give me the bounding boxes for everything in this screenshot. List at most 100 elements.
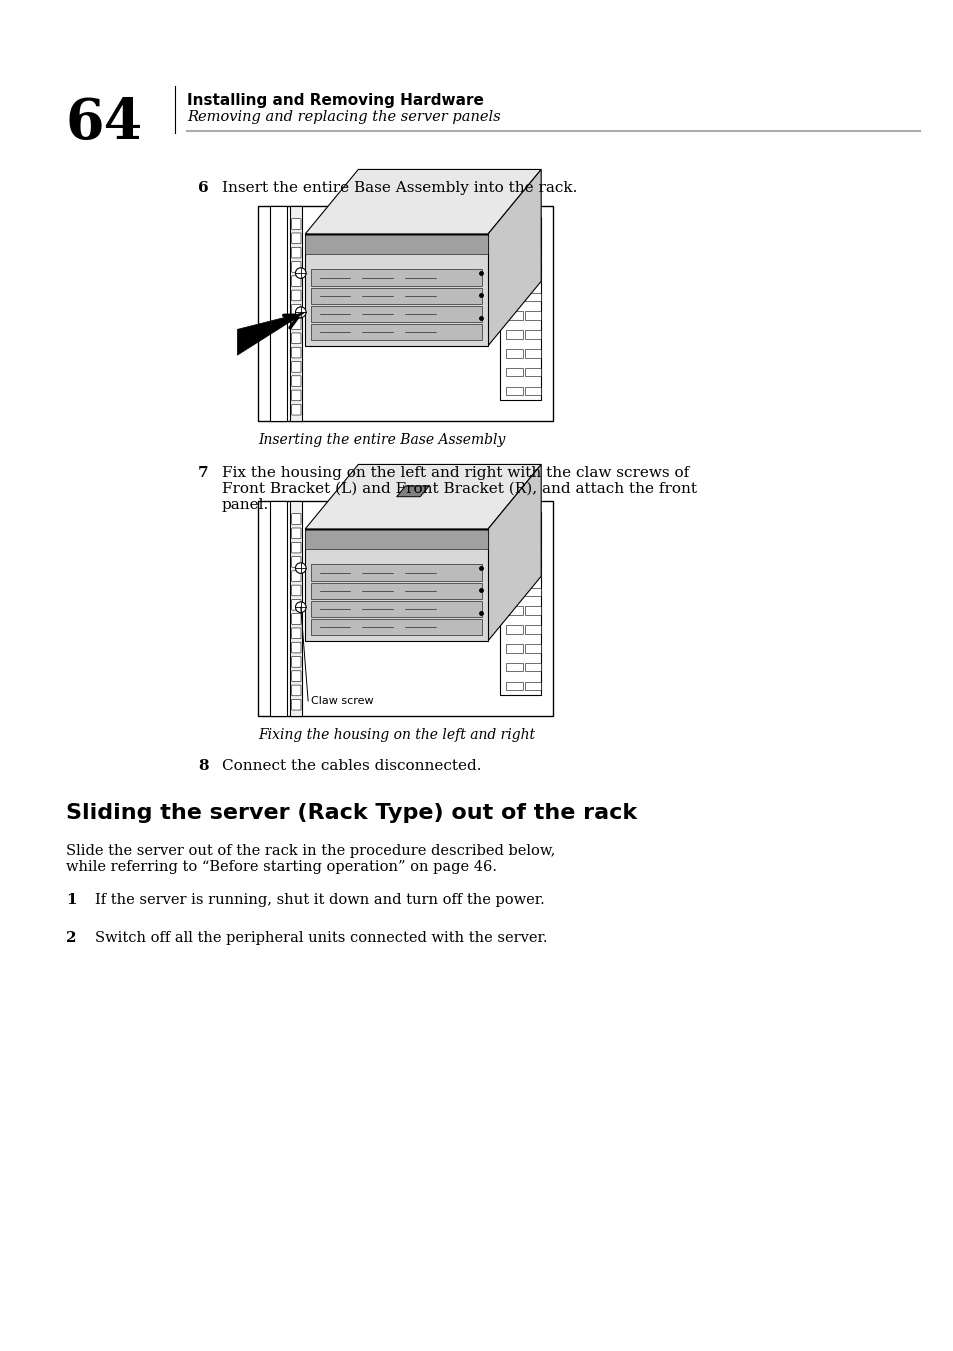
FancyBboxPatch shape — [292, 671, 300, 681]
FancyBboxPatch shape — [292, 247, 300, 258]
Bar — [311, 619, 481, 635]
Text: 2: 2 — [66, 931, 76, 944]
Text: Connect the cables disconnected.: Connect the cables disconnected. — [222, 759, 481, 773]
Bar — [524, 255, 540, 263]
Bar — [311, 288, 481, 304]
Bar — [505, 550, 522, 558]
Bar — [290, 501, 302, 716]
FancyBboxPatch shape — [292, 628, 300, 639]
Bar — [505, 367, 522, 377]
Circle shape — [295, 307, 306, 317]
Bar — [305, 530, 488, 640]
Bar — [311, 565, 481, 581]
Bar — [505, 569, 522, 577]
FancyBboxPatch shape — [292, 376, 300, 386]
FancyBboxPatch shape — [292, 276, 300, 286]
Polygon shape — [488, 465, 540, 640]
Bar — [524, 607, 540, 615]
Bar — [524, 644, 540, 653]
Text: Front Bracket (L) and Front Bracket (R), and attach the front: Front Bracket (L) and Front Bracket (R),… — [222, 482, 697, 496]
Bar — [311, 269, 481, 285]
Bar — [505, 349, 522, 358]
Bar — [270, 205, 287, 422]
Bar — [257, 205, 553, 422]
FancyBboxPatch shape — [292, 571, 300, 581]
Polygon shape — [305, 169, 540, 234]
Bar — [311, 324, 481, 340]
FancyBboxPatch shape — [292, 557, 300, 567]
Text: panel.: panel. — [222, 499, 269, 512]
Bar — [524, 588, 540, 596]
Text: 1: 1 — [66, 893, 76, 907]
Bar — [524, 682, 540, 690]
Bar — [305, 530, 488, 549]
Polygon shape — [488, 169, 540, 346]
Polygon shape — [305, 465, 540, 530]
Bar — [305, 235, 488, 254]
FancyBboxPatch shape — [292, 404, 300, 415]
Bar — [524, 274, 540, 282]
Bar — [524, 386, 540, 396]
FancyBboxPatch shape — [292, 232, 300, 243]
Text: Inserting the entire Base Assembly: Inserting the entire Base Assembly — [257, 434, 505, 447]
Bar — [524, 293, 540, 301]
Bar — [505, 644, 522, 653]
FancyBboxPatch shape — [292, 700, 300, 711]
FancyBboxPatch shape — [292, 219, 300, 230]
Bar — [505, 607, 522, 615]
FancyBboxPatch shape — [292, 542, 300, 553]
Bar — [524, 330, 540, 339]
FancyBboxPatch shape — [292, 600, 300, 611]
Polygon shape — [396, 486, 429, 497]
Bar — [305, 234, 488, 346]
Text: Fix the housing on the left and right with the claw screws of: Fix the housing on the left and right wi… — [222, 466, 688, 480]
FancyBboxPatch shape — [292, 304, 300, 315]
Text: Switch off all the peripheral units connected with the server.: Switch off all the peripheral units conn… — [95, 931, 547, 944]
Bar — [505, 311, 522, 320]
Text: Installing and Removing Hardware: Installing and Removing Hardware — [187, 93, 483, 108]
Text: Sliding the server (Rack Type) out of the rack: Sliding the server (Rack Type) out of th… — [66, 802, 637, 823]
FancyBboxPatch shape — [292, 390, 300, 401]
Bar — [505, 255, 522, 263]
FancyBboxPatch shape — [292, 319, 300, 330]
Bar — [311, 601, 481, 617]
FancyBboxPatch shape — [292, 347, 300, 358]
Text: If the server is running, shut it down and turn off the power.: If the server is running, shut it down a… — [95, 893, 544, 907]
Bar — [311, 305, 481, 322]
Text: 64: 64 — [66, 96, 143, 151]
Bar — [505, 663, 522, 671]
FancyBboxPatch shape — [292, 290, 300, 301]
Text: while referring to “Before starting operation” on page 46.: while referring to “Before starting oper… — [66, 861, 497, 874]
Polygon shape — [237, 312, 305, 355]
Bar — [499, 216, 540, 400]
Bar — [524, 349, 540, 358]
FancyBboxPatch shape — [292, 528, 300, 539]
Text: Removing and replacing the server panels: Removing and replacing the server panels — [187, 109, 500, 124]
Bar — [505, 386, 522, 396]
Bar — [524, 569, 540, 577]
Bar — [499, 512, 540, 694]
FancyBboxPatch shape — [292, 332, 300, 343]
Bar — [505, 274, 522, 282]
Text: Claw screw: Claw screw — [311, 696, 374, 707]
Text: Insert the entire Base Assembly into the rack.: Insert the entire Base Assembly into the… — [222, 181, 577, 195]
Bar — [524, 311, 540, 320]
Bar — [290, 205, 302, 422]
FancyBboxPatch shape — [292, 657, 300, 667]
Bar — [505, 293, 522, 301]
FancyBboxPatch shape — [292, 513, 300, 524]
Bar — [270, 501, 287, 716]
Bar — [505, 588, 522, 596]
Text: 7: 7 — [198, 466, 209, 480]
FancyBboxPatch shape — [292, 585, 300, 596]
FancyBboxPatch shape — [292, 362, 300, 373]
Bar — [524, 367, 540, 377]
Bar — [311, 582, 481, 598]
Bar — [524, 550, 540, 558]
FancyBboxPatch shape — [292, 613, 300, 624]
FancyBboxPatch shape — [292, 262, 300, 273]
Bar — [524, 626, 540, 634]
Bar — [505, 626, 522, 634]
Bar — [524, 663, 540, 671]
Bar — [505, 682, 522, 690]
